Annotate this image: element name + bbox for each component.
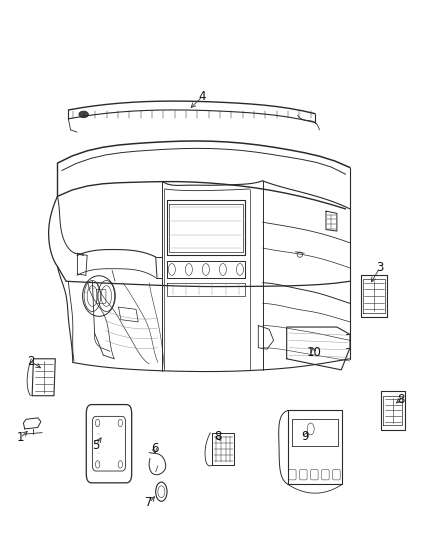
Text: 4: 4 — [199, 90, 206, 103]
Text: 6: 6 — [151, 442, 158, 455]
Text: 8: 8 — [397, 393, 404, 406]
Text: 9: 9 — [302, 430, 309, 443]
Text: 10: 10 — [307, 346, 321, 359]
Text: 2: 2 — [27, 354, 34, 368]
Ellipse shape — [79, 111, 88, 118]
Text: 1: 1 — [17, 431, 24, 445]
Text: 5: 5 — [92, 439, 99, 451]
Text: 8: 8 — [215, 430, 222, 443]
Text: 3: 3 — [376, 262, 383, 274]
Text: 7: 7 — [145, 496, 153, 509]
